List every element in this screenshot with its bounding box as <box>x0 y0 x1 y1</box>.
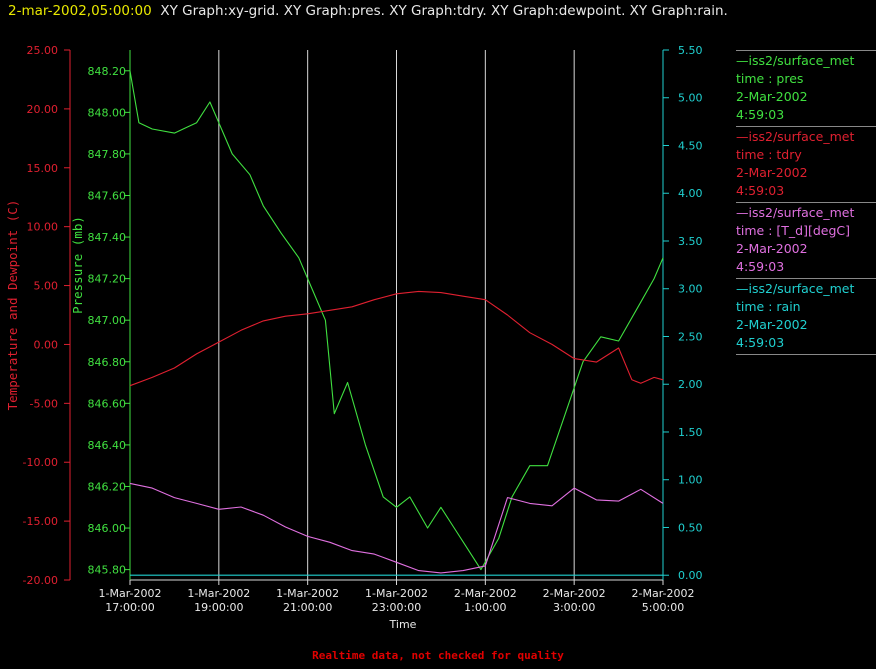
x-tick-label-time: 23:00:00 <box>372 601 421 614</box>
rain-tick-label: 0.50 <box>678 521 703 534</box>
legend-entry-line: —iss2/surface_met <box>736 129 855 144</box>
header-title: XY Graph:xy-grid. XY Graph:pres. XY Grap… <box>160 3 728 19</box>
rain-tick-label: 4.50 <box>678 139 703 152</box>
legend-entry-line: 4:59:03 <box>736 259 785 274</box>
temperature-tick-label: -20.00 <box>23 574 58 587</box>
legend-entry-line: time : tdry <box>736 147 802 162</box>
quality-footer-note: Realtime data, not checked for quality <box>312 649 564 662</box>
pressure-tick-label: 846.60 <box>88 397 127 410</box>
x-tick-label-date: 1-Mar-2002 <box>276 587 339 600</box>
temperature-tick-label: 15.00 <box>27 162 59 175</box>
legend-entry-line: 2-Mar-2002 <box>736 89 808 104</box>
pressure-tick-label: 847.60 <box>88 189 127 202</box>
legend-entry-line: time : rain <box>736 299 801 314</box>
series-line-2 <box>129 482 664 574</box>
temperature-tick-label: 20.00 <box>27 103 59 116</box>
rain-tick-label: 3.00 <box>678 283 703 296</box>
x-tick-label-date: 1-Mar-2002 <box>99 587 162 600</box>
legend-entry-line: 2-Mar-2002 <box>736 317 808 332</box>
legend-entry-line: 4:59:03 <box>736 335 785 350</box>
rain-tick-label: 0.00 <box>678 569 703 582</box>
x-tick-label-date: 2-Mar-2002 <box>543 587 606 600</box>
x-tick-label-date: 2-Mar-2002 <box>454 587 517 600</box>
temperature-tick-label: -10.00 <box>23 456 58 469</box>
x-tick-label-date: 1-Mar-2002 <box>187 587 250 600</box>
x-axis-title: Time <box>389 618 417 631</box>
series-line-1 <box>129 290 664 387</box>
x-tick-label-time: 5:00:00 <box>642 601 684 614</box>
rain-tick-label: 3.50 <box>678 235 703 248</box>
temperature-axis-title: Temperature and Dewpoint (C) <box>5 200 20 411</box>
rain-tick-label: 2.00 <box>678 378 703 391</box>
legend: —iss2/surface_met time : pres 2-Mar-2002 4:… <box>736 50 876 355</box>
temperature-tick-label: -5.00 <box>30 397 58 410</box>
x-tick-label-time: 17:00:00 <box>105 601 154 614</box>
temperature-tick-label: -15.00 <box>23 515 58 528</box>
rain-tick-label: 5.50 <box>678 44 703 57</box>
pressure-tick-label: 846.80 <box>88 356 127 369</box>
pressure-tick-label: 848.20 <box>88 65 127 78</box>
temperature-tick-label: 0.00 <box>34 338 59 351</box>
rain-tick-label: 4.00 <box>678 187 703 200</box>
x-tick-label-time: 1:00:00 <box>464 601 506 614</box>
chart-header: 2-mar-2002,05:00:00 XY Graph:xy-grid. XY… <box>8 3 728 19</box>
x-tick-label-time: 19:00:00 <box>194 601 243 614</box>
header-timestamp: 2-mar-2002,05:00:00 <box>8 3 152 19</box>
x-tick-label-time: 21:00:00 <box>283 601 332 614</box>
pressure-tick-label: 847.80 <box>88 148 127 161</box>
x-tick-label-date: 1-Mar-2002 <box>365 587 428 600</box>
legend-entry-line: time : pres <box>736 71 804 86</box>
legend-entry-line: 2-Mar-2002 <box>736 165 808 180</box>
series-line-0 <box>129 70 664 571</box>
rain-tick-label: 1.00 <box>678 474 703 487</box>
temperature-tick-label: 5.00 <box>34 280 59 293</box>
temperature-tick-label: 10.00 <box>27 221 59 234</box>
pressure-tick-label: 848.00 <box>88 106 127 119</box>
legend-entry-line: —iss2/surface_met <box>736 281 855 296</box>
rain-tick-label: 5.00 <box>678 92 703 105</box>
legend-entry-line: —iss2/surface_met <box>736 205 855 220</box>
temperature-tick-label: 25.00 <box>27 44 59 57</box>
legend-entry-line: 4:59:03 <box>736 183 785 198</box>
pressure-tick-label: 845.80 <box>88 564 127 577</box>
legend-entry-line: time : [T_d][degC] <box>736 223 851 238</box>
pressure-tick-label: 846.40 <box>88 439 127 452</box>
rain-tick-label: 1.50 <box>678 426 703 439</box>
legend-entry-line: —iss2/surface_met <box>736 53 855 68</box>
x-tick-label-time: 3:00:00 <box>553 601 595 614</box>
legend-entry-line: 4:59:03 <box>736 107 785 122</box>
pressure-tick-label: 846.00 <box>88 522 127 535</box>
x-tick-label-date: 2-Mar-2002 <box>632 587 695 600</box>
pressure-tick-label: 847.40 <box>88 231 127 244</box>
legend-entry-line: 2-Mar-2002 <box>736 241 808 256</box>
rain-tick-label: 2.50 <box>678 330 703 343</box>
pressure-tick-label: 847.00 <box>88 314 127 327</box>
pressure-tick-label: 846.20 <box>88 480 127 493</box>
pressure-axis-title: Pressure (mb) <box>70 216 85 314</box>
pressure-tick-label: 847.20 <box>88 273 127 286</box>
